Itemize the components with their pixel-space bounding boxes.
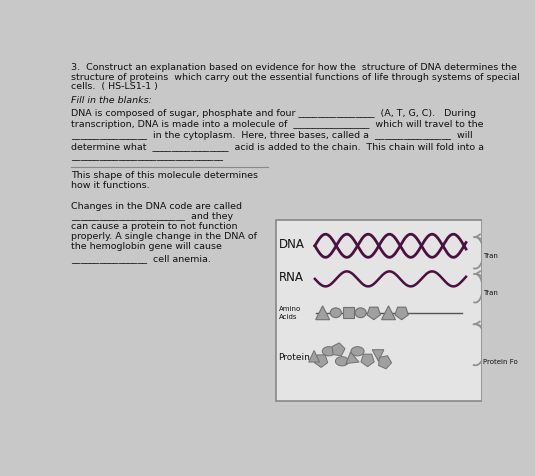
Bar (342, 307, 354, 318)
Ellipse shape (322, 347, 335, 356)
Text: Tran: Tran (483, 253, 498, 259)
Text: Protein: Protein (278, 353, 310, 362)
Text: can cause a protein to not function: can cause a protein to not function (71, 222, 237, 231)
Text: Tran: Tran (483, 290, 498, 296)
FancyBboxPatch shape (276, 220, 482, 401)
Text: ________________________________: ________________________________ (71, 153, 223, 161)
Polygon shape (332, 343, 345, 356)
Text: the hemoglobin gene will cause: the hemoglobin gene will cause (71, 242, 221, 251)
Text: properly. A single change in the DNA of: properly. A single change in the DNA of (71, 232, 257, 241)
Polygon shape (315, 355, 328, 367)
Text: Fill in the blanks:: Fill in the blanks: (71, 96, 151, 105)
Ellipse shape (335, 357, 349, 366)
Text: Changes in the DNA code are called: Changes in the DNA code are called (71, 202, 242, 211)
Polygon shape (395, 307, 408, 320)
Ellipse shape (351, 347, 364, 356)
Text: DNA: DNA (278, 238, 304, 251)
Text: ________________  in the cytoplasm.  Here, three bases, called a  ______________: ________________ in the cytoplasm. Here,… (71, 131, 472, 140)
Text: Protein Fo: Protein Fo (483, 359, 518, 365)
Text: determine what  ________________  acid is added to the chain.  This chain will f: determine what ________________ acid is … (71, 142, 484, 151)
Ellipse shape (355, 308, 366, 317)
Polygon shape (316, 306, 330, 320)
Text: Amino
Acids: Amino Acids (278, 306, 301, 319)
Polygon shape (381, 306, 395, 320)
Text: ________________  cell anemia.: ________________ cell anemia. (71, 254, 211, 263)
Polygon shape (379, 356, 392, 369)
Text: ________________________  and they: ________________________ and they (71, 212, 233, 221)
Polygon shape (367, 307, 380, 320)
Text: 3.  Construct an explanation based on evidence for how the  structure of DNA det: 3. Construct an explanation based on evi… (71, 63, 517, 72)
Text: structure of proteins  which carry out the essential functions of life through s: structure of proteins which carry out th… (71, 72, 519, 81)
Polygon shape (361, 354, 374, 367)
Polygon shape (346, 352, 359, 364)
Polygon shape (309, 350, 319, 362)
Polygon shape (372, 350, 384, 361)
Text: how it functions.: how it functions. (71, 181, 149, 190)
Text: transcription, DNA is made into a molecule of  ________________  which will trav: transcription, DNA is made into a molecu… (71, 120, 483, 129)
Text: DNA is composed of sugar, phosphate and four ________________  (A, T, G, C).   D: DNA is composed of sugar, phosphate and … (71, 109, 476, 119)
Text: RNA: RNA (278, 271, 303, 284)
Ellipse shape (330, 308, 341, 317)
Text: cells.  ( HS-LS1-1 ): cells. ( HS-LS1-1 ) (71, 82, 158, 91)
Text: This shape of this molecule determines: This shape of this molecule determines (71, 171, 258, 180)
